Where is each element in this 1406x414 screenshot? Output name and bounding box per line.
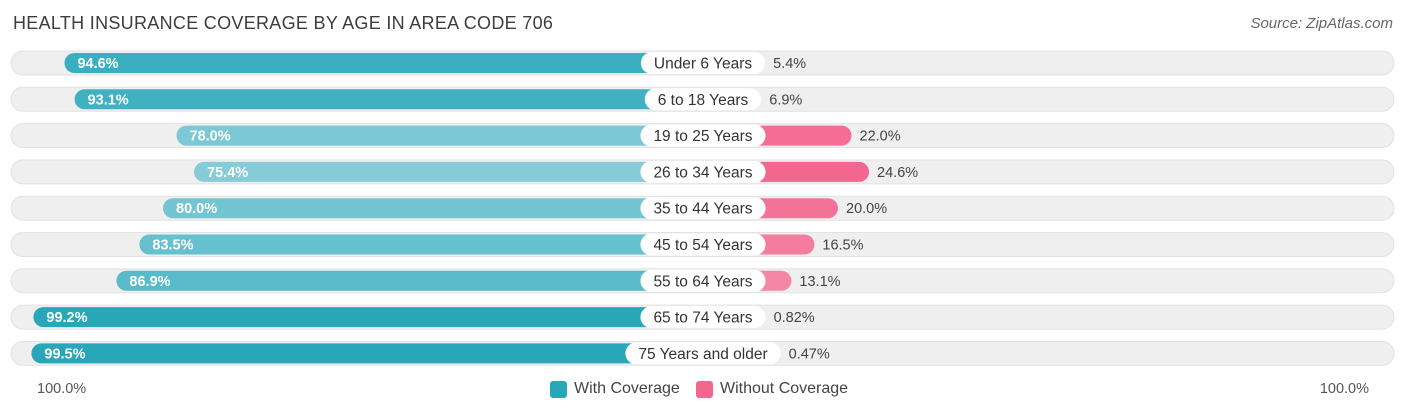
value-label-with-coverage: 80.0% — [176, 201, 217, 217]
value-label-without-coverage: 6.9% — [769, 92, 802, 108]
category-label-background — [640, 306, 766, 329]
legend: With Coverage Without Coverage — [0, 380, 1406, 400]
legend-item-with-coverage[interactable]: With Coverage — [550, 380, 680, 398]
axis-right-label: 100.0% — [1319, 381, 1369, 397]
axis-left-label: 100.0% — [37, 381, 87, 397]
category-label: 45 to 54 Years — [653, 237, 752, 254]
value-label-with-coverage: 78.0% — [190, 129, 231, 145]
category-label: 26 to 34 Years — [653, 164, 752, 181]
value-label-with-coverage: 93.1% — [88, 92, 129, 108]
legend-swatch-without-coverage — [696, 380, 713, 398]
value-label-with-coverage: 75.4% — [207, 165, 248, 181]
source-label: Source: ZipAtlas.com — [1250, 15, 1393, 32]
value-label-without-coverage: 22.0% — [860, 129, 901, 145]
category-label: 6 to 18 Years — [658, 92, 749, 109]
legend-label-with-coverage: With Coverage — [574, 380, 680, 397]
category-label-background — [640, 233, 766, 256]
value-label-without-coverage: 0.47% — [789, 346, 830, 362]
value-label-without-coverage: 13.1% — [799, 274, 840, 290]
category-label: 75 Years and older — [638, 346, 767, 363]
bar-with-coverage — [176, 125, 703, 146]
category-label: 19 to 25 Years — [653, 128, 752, 145]
category-label-background — [640, 124, 766, 147]
category-label-background — [625, 342, 781, 365]
value-label-without-coverage: 5.4% — [773, 56, 806, 72]
category-label: Under 6 Years — [654, 56, 752, 73]
bar-with-coverage — [194, 161, 704, 182]
category-label-background — [644, 88, 762, 111]
legend-item-without-coverage[interactable]: Without Coverage — [696, 380, 848, 398]
value-label-with-coverage: 83.5% — [152, 238, 193, 254]
bar-with-coverage — [33, 307, 703, 328]
value-label-with-coverage: 94.6% — [77, 56, 118, 72]
category-label: 55 to 64 Years — [653, 273, 752, 290]
bar-with-coverage — [74, 89, 703, 110]
legend-label-without-coverage: Without Coverage — [720, 380, 849, 397]
value-label-without-coverage: 16.5% — [822, 238, 863, 254]
category-label: 65 to 74 Years — [653, 310, 752, 327]
category-label-background — [640, 160, 766, 183]
value-label-with-coverage: 99.2% — [46, 310, 87, 326]
bar-with-coverage — [64, 53, 703, 73]
value-label-with-coverage: 86.9% — [129, 274, 170, 290]
value-label-without-coverage: 0.82% — [774, 310, 815, 326]
category-label-background — [640, 197, 766, 220]
value-label-without-coverage: 20.0% — [846, 201, 887, 217]
category-label-background — [640, 52, 766, 74]
bar-with-coverage — [139, 234, 703, 255]
value-label-without-coverage: 24.6% — [877, 165, 918, 181]
bar-with-coverage — [116, 270, 704, 291]
coverage-chart: 94.6% Under 6 Years 5.4% 93.1% 6 to 18 Years… — [10, 50, 1395, 366]
bar-with-coverage — [163, 198, 703, 219]
category-label: 35 to 44 Years — [653, 201, 752, 218]
category-label-background — [640, 269, 766, 292]
legend-swatch-with-coverage — [550, 380, 567, 398]
chart-title: HEALTH INSURANCE COVERAGE BY AGE IN AREA… — [13, 13, 554, 33]
value-label-with-coverage: 99.5% — [44, 346, 85, 362]
bar-with-coverage — [31, 343, 703, 364]
